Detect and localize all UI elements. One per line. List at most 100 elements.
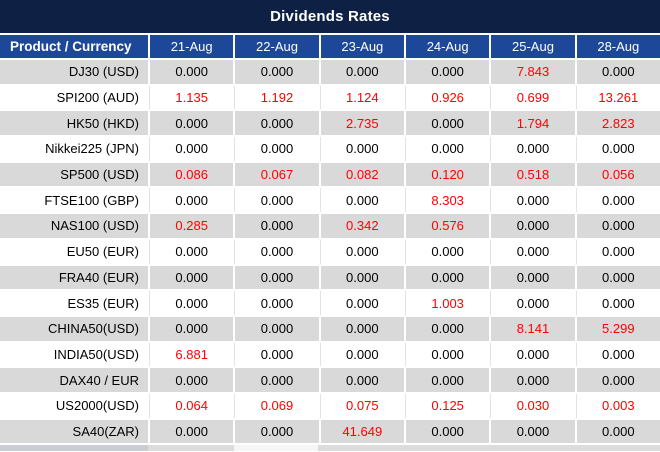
value-cell: 0.000 bbox=[405, 368, 490, 392]
row-label: EU50 (EUR) bbox=[0, 239, 148, 264]
value-cell: 0.000 bbox=[491, 239, 575, 264]
value-cell: 0.000 bbox=[405, 60, 490, 84]
partial-next-row bbox=[0, 445, 660, 452]
value-cell: 0.000 bbox=[576, 188, 660, 213]
value-cell: 0.000 bbox=[235, 419, 319, 444]
value-cell: 0.056 bbox=[576, 162, 660, 187]
value-cell: 6.881 bbox=[150, 342, 234, 367]
row-label: Nikkei225 (JPN) bbox=[0, 137, 148, 161]
value-cell: 0.000 bbox=[150, 188, 234, 213]
value-cell: 0.000 bbox=[150, 265, 234, 290]
value-cell: 0.000 bbox=[235, 60, 319, 84]
row-label: US2000(USD) bbox=[0, 393, 148, 418]
value-cell: 0.000 bbox=[491, 291, 575, 315]
value-cell: 0.000 bbox=[320, 368, 404, 392]
value-cell: 0.000 bbox=[235, 111, 319, 136]
value-cell: 0.000 bbox=[576, 239, 660, 264]
row-label: SP500 (USD) bbox=[0, 162, 148, 187]
value-cell: 5.299 bbox=[576, 316, 660, 341]
value-cell: 0.000 bbox=[320, 265, 404, 290]
header-cell-date: 25-Aug bbox=[491, 35, 575, 58]
value-cell: 0.000 bbox=[576, 342, 660, 367]
value-cell: 0.000 bbox=[491, 265, 575, 290]
table-row: ES35 (EUR) 0.000 0.000 0.000 1.003 0.000 0.000 bbox=[0, 291, 660, 315]
value-cell: 7.843 bbox=[491, 60, 575, 84]
row-label: FTSE100 (GBP) bbox=[0, 188, 148, 213]
value-cell: 0.067 bbox=[235, 162, 319, 187]
table-row: US2000(USD) 0.064 0.069 0.075 0.125 0.030 0.00… bbox=[0, 393, 660, 418]
value-cell: 0.000 bbox=[235, 342, 319, 367]
value-cell: 0.000 bbox=[405, 316, 490, 341]
header-row: Product / Currency 21-Aug 22-Aug 23-Aug 24-A… bbox=[0, 35, 660, 58]
value-cell: 0.000 bbox=[576, 137, 660, 161]
value-cell: 0.000 bbox=[235, 316, 319, 341]
partial-cell bbox=[148, 445, 234, 452]
page-title: Dividends Rates bbox=[270, 8, 390, 25]
value-cell: 0.125 bbox=[405, 393, 490, 418]
header-cell-date: 23-Aug bbox=[320, 35, 404, 58]
value-cell: 0.069 bbox=[235, 393, 319, 418]
value-cell: 0.342 bbox=[320, 214, 404, 238]
table-row: Nikkei225 (JPN) 0.000 0.000 0.000 0.000 0.000… bbox=[0, 137, 660, 161]
value-cell: 0.000 bbox=[576, 368, 660, 392]
value-cell: 0.000 bbox=[235, 368, 319, 392]
value-cell: 0.000 bbox=[150, 316, 234, 341]
value-cell: 0.518 bbox=[491, 162, 575, 187]
value-cell: 0.000 bbox=[235, 188, 319, 213]
value-cell: 0.000 bbox=[405, 419, 490, 444]
table-row: CHINA50(USD) 0.000 0.000 0.000 0.000 8.141 5.2… bbox=[0, 316, 660, 341]
value-cell: 0.000 bbox=[576, 60, 660, 84]
partial-cell bbox=[0, 445, 148, 452]
partial-cell bbox=[234, 445, 318, 452]
value-cell: 2.735 bbox=[320, 111, 404, 136]
value-cell: 0.003 bbox=[576, 393, 660, 418]
value-cell: 1.794 bbox=[491, 111, 575, 136]
value-cell: 0.000 bbox=[320, 239, 404, 264]
value-cell: 0.000 bbox=[576, 214, 660, 238]
value-cell: 0.064 bbox=[150, 393, 234, 418]
table-row: HK50 (HKD) 0.000 0.000 2.735 0.000 1.794 2.823 bbox=[0, 111, 660, 136]
value-cell: 0.000 bbox=[320, 291, 404, 315]
value-cell: 0.000 bbox=[491, 342, 575, 367]
value-cell: 1.135 bbox=[150, 85, 234, 110]
value-cell: 0.000 bbox=[405, 137, 490, 161]
row-label: SPI200 (AUD) bbox=[0, 85, 148, 110]
header-cell-date: 28-Aug bbox=[576, 35, 660, 58]
header-cell-date: 21-Aug bbox=[150, 35, 234, 58]
value-cell: 0.000 bbox=[150, 419, 234, 444]
value-cell: 1.192 bbox=[235, 85, 319, 110]
table-body: DJ30 (USD) 0.000 0.000 0.000 0.000 7.843 0.000… bbox=[0, 60, 660, 445]
value-cell: 0.000 bbox=[150, 137, 234, 161]
value-cell: 0.000 bbox=[320, 316, 404, 341]
value-cell: 0.000 bbox=[405, 342, 490, 367]
value-cell: 0.000 bbox=[235, 214, 319, 238]
row-label: ES35 (EUR) bbox=[0, 291, 148, 315]
row-label: HK50 (HKD) bbox=[0, 111, 148, 136]
value-cell: 0.000 bbox=[235, 137, 319, 161]
value-cell: 0.000 bbox=[405, 111, 490, 136]
value-cell: 41.649 bbox=[320, 419, 404, 444]
row-label: FRA40 (EUR) bbox=[0, 265, 148, 290]
table-row: SPI200 (AUD) 1.135 1.192 1.124 0.926 0.699 13.… bbox=[0, 85, 660, 110]
value-cell: 0.000 bbox=[491, 368, 575, 392]
value-cell: 2.823 bbox=[576, 111, 660, 136]
value-cell: 0.000 bbox=[320, 188, 404, 213]
header-cell-date: 22-Aug bbox=[235, 35, 319, 58]
value-cell: 0.082 bbox=[320, 162, 404, 187]
value-cell: 0.000 bbox=[150, 60, 234, 84]
value-cell: 0.000 bbox=[150, 111, 234, 136]
table-row: FRA40 (EUR) 0.000 0.000 0.000 0.000 0.000 0.00… bbox=[0, 265, 660, 290]
value-cell: 0.000 bbox=[150, 368, 234, 392]
value-cell: 0.000 bbox=[576, 291, 660, 315]
value-cell: 0.285 bbox=[150, 214, 234, 238]
value-cell: 0.000 bbox=[405, 239, 490, 264]
value-cell: 0.000 bbox=[320, 60, 404, 84]
table-row: NAS100 (USD) 0.285 0.000 0.342 0.576 0.000 0.0… bbox=[0, 214, 660, 238]
table-row: INDIA50(USD) 6.881 0.000 0.000 0.000 0.000 0.0… bbox=[0, 342, 660, 367]
value-cell: 0.699 bbox=[491, 85, 575, 110]
value-cell: 0.926 bbox=[405, 85, 490, 110]
table-row: DAX40 / EUR 0.000 0.000 0.000 0.000 0.000 0.00… bbox=[0, 368, 660, 392]
value-cell: 0.000 bbox=[320, 342, 404, 367]
value-cell: 0.086 bbox=[150, 162, 234, 187]
